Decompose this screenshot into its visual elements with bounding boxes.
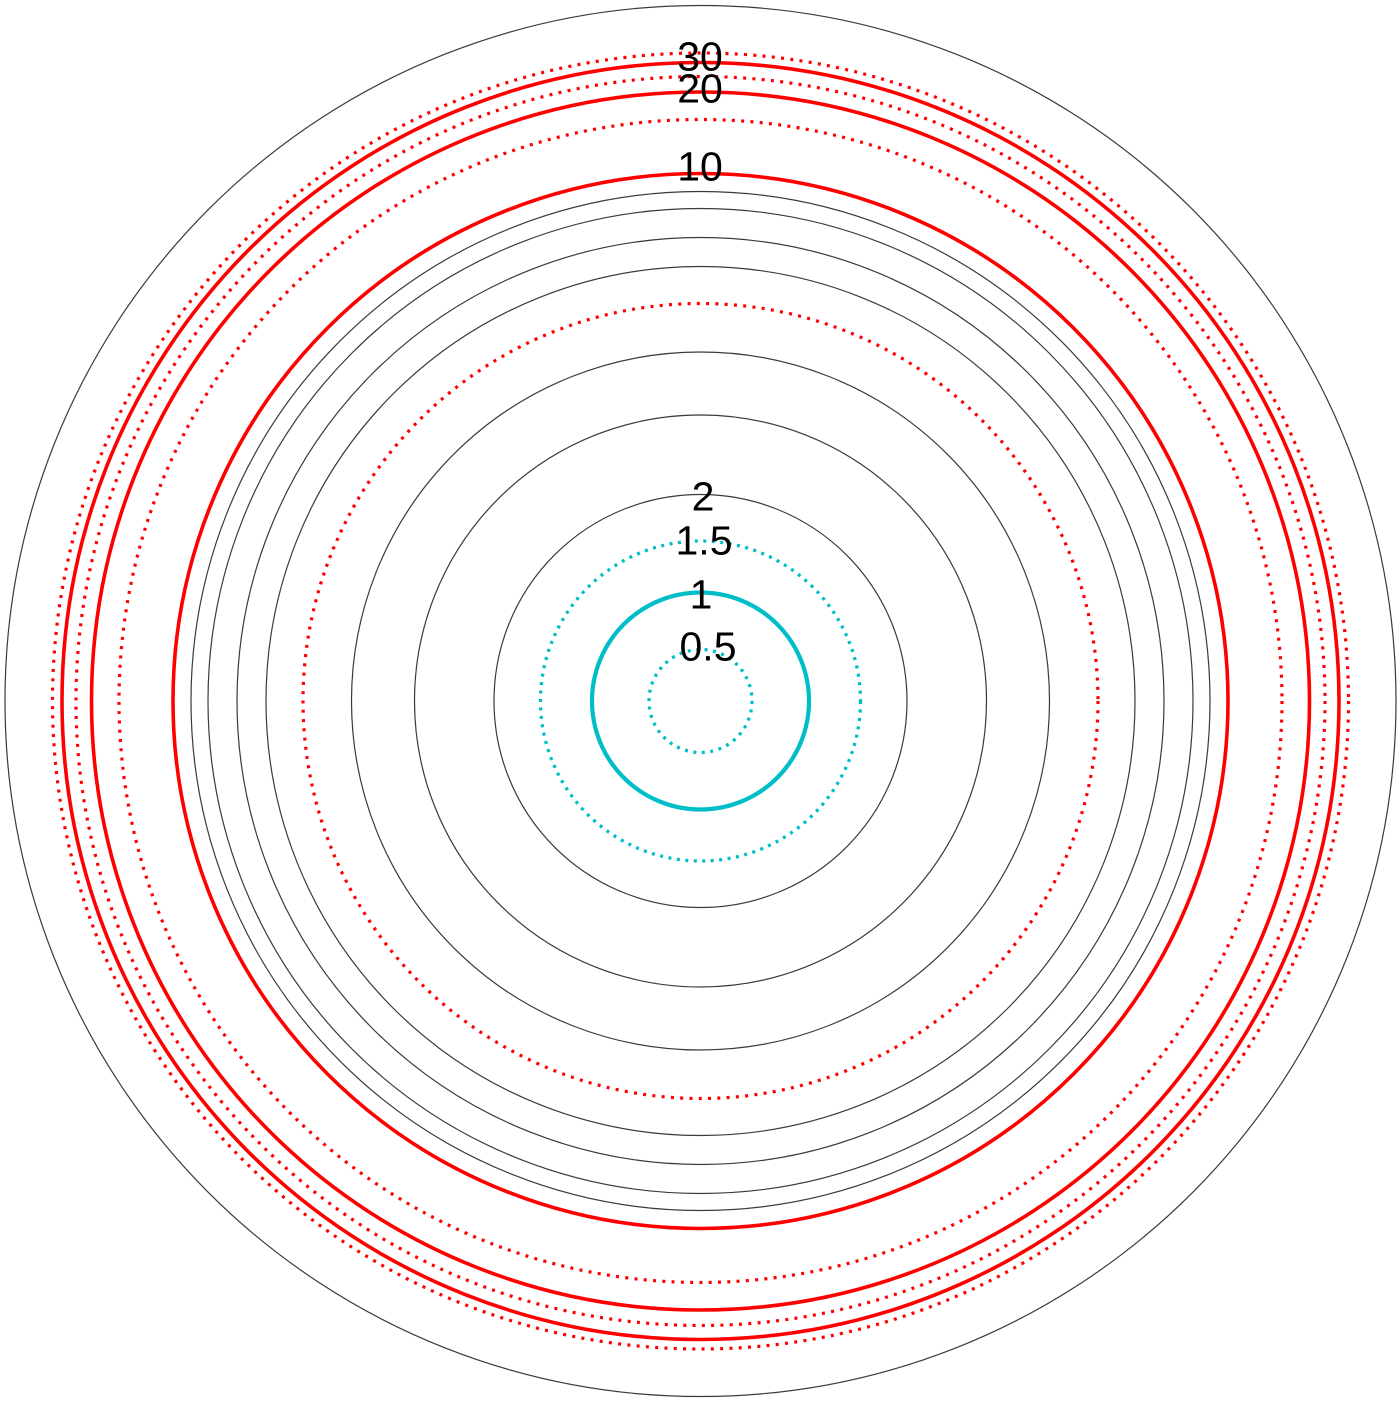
- contour-circle-1.5: [538, 539, 863, 863]
- contour-circle-15: [117, 117, 1284, 1285]
- contour-label-2: 2: [692, 473, 715, 519]
- contour-circle-25: [74, 74, 1327, 1328]
- contour-circle-4: [350, 351, 1051, 1051]
- contour-circle-9: [190, 190, 1211, 1212]
- contour-label-0.5: 0.5: [680, 623, 737, 669]
- contour-circle-10: [171, 171, 1230, 1231]
- contour-label-20: 20: [677, 65, 723, 111]
- contour-label-30: 30: [677, 33, 723, 79]
- contour-circle-5: [301, 301, 1100, 1101]
- contour-label-10: 10: [677, 143, 723, 189]
- contour-circle-20: [89, 90, 1312, 1312]
- boundary-circle: [4, 4, 1397, 1398]
- contour-circle-35: [50, 51, 1351, 1351]
- contour-circle-6: [265, 265, 1136, 1137]
- contour-label-1.5: 1.5: [676, 517, 733, 563]
- contour-circle-2: [493, 493, 908, 909]
- contour-circle-3: [413, 414, 988, 988]
- contour-circle-7: [236, 236, 1165, 1166]
- contour-circle-8: [207, 207, 1194, 1195]
- contour-circle-30: [60, 60, 1341, 1342]
- contour-circle-1: [589, 590, 812, 812]
- contour-circle-0.5: [647, 647, 754, 755]
- contour-label-1: 1: [690, 571, 713, 617]
